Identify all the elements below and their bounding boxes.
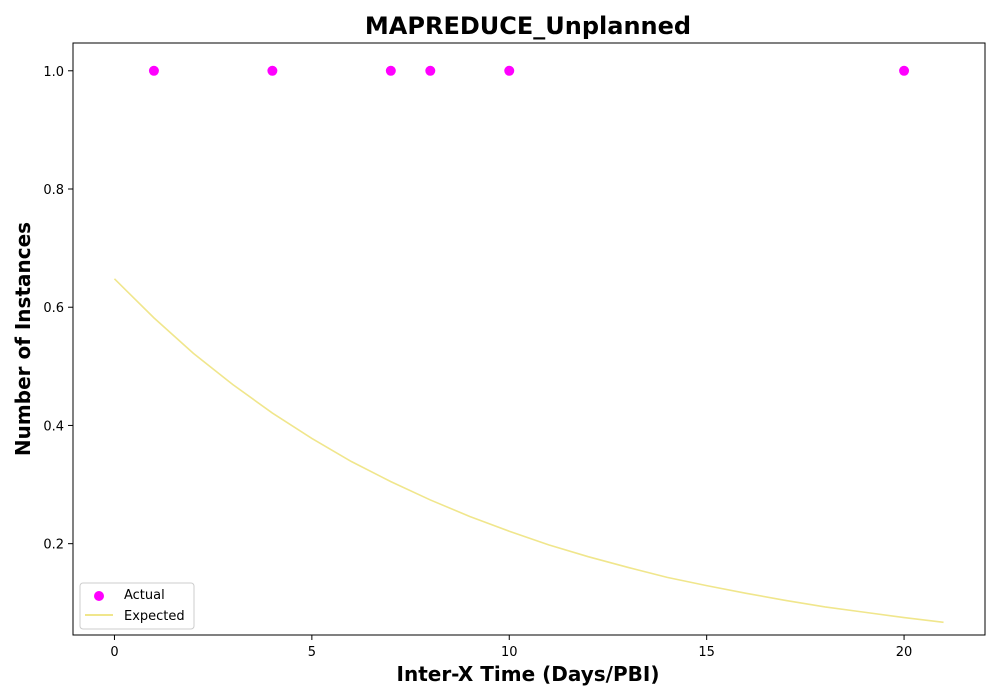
y-tick-label: 0.8	[43, 183, 64, 198]
y-axis-label: Number of Instances	[11, 222, 35, 456]
plot-area	[72, 42, 986, 636]
x-axis-label: Inter-X Time (Days/PBI)	[397, 662, 660, 686]
actual-point	[385, 65, 396, 76]
x-tick-label: 0	[110, 645, 118, 660]
chart-title: MAPREDUCE_Unplanned	[365, 12, 691, 40]
y-tick-label: 0.4	[43, 419, 64, 434]
expected-line	[113, 278, 944, 624]
legend-marker-actual	[94, 591, 104, 601]
actual-point	[504, 65, 515, 76]
y-tick-label: 1.0	[43, 65, 64, 80]
y-tick-label: 0.6	[43, 301, 64, 316]
actual-point	[148, 65, 159, 76]
legend-label-actual: Actual	[124, 588, 165, 603]
x-tick-label: 10	[501, 645, 518, 660]
legend-label-expected: Expected	[124, 609, 185, 624]
series-layer	[113, 65, 944, 624]
actual-point	[267, 65, 278, 76]
x-tick-label: 5	[308, 645, 316, 660]
y-axis: 0.2 0.4 0.6 0.8 1.0	[43, 65, 73, 553]
legend: Actual Expected	[79, 582, 195, 630]
actual-point	[425, 65, 436, 76]
y-tick-label: 0.2	[43, 538, 64, 553]
x-axis: 0 5 10 15 20	[110, 635, 912, 660]
x-tick-label: 20	[896, 645, 913, 660]
legend-frame	[79, 582, 195, 630]
actual-point	[899, 65, 910, 76]
x-tick-label: 15	[698, 645, 715, 660]
